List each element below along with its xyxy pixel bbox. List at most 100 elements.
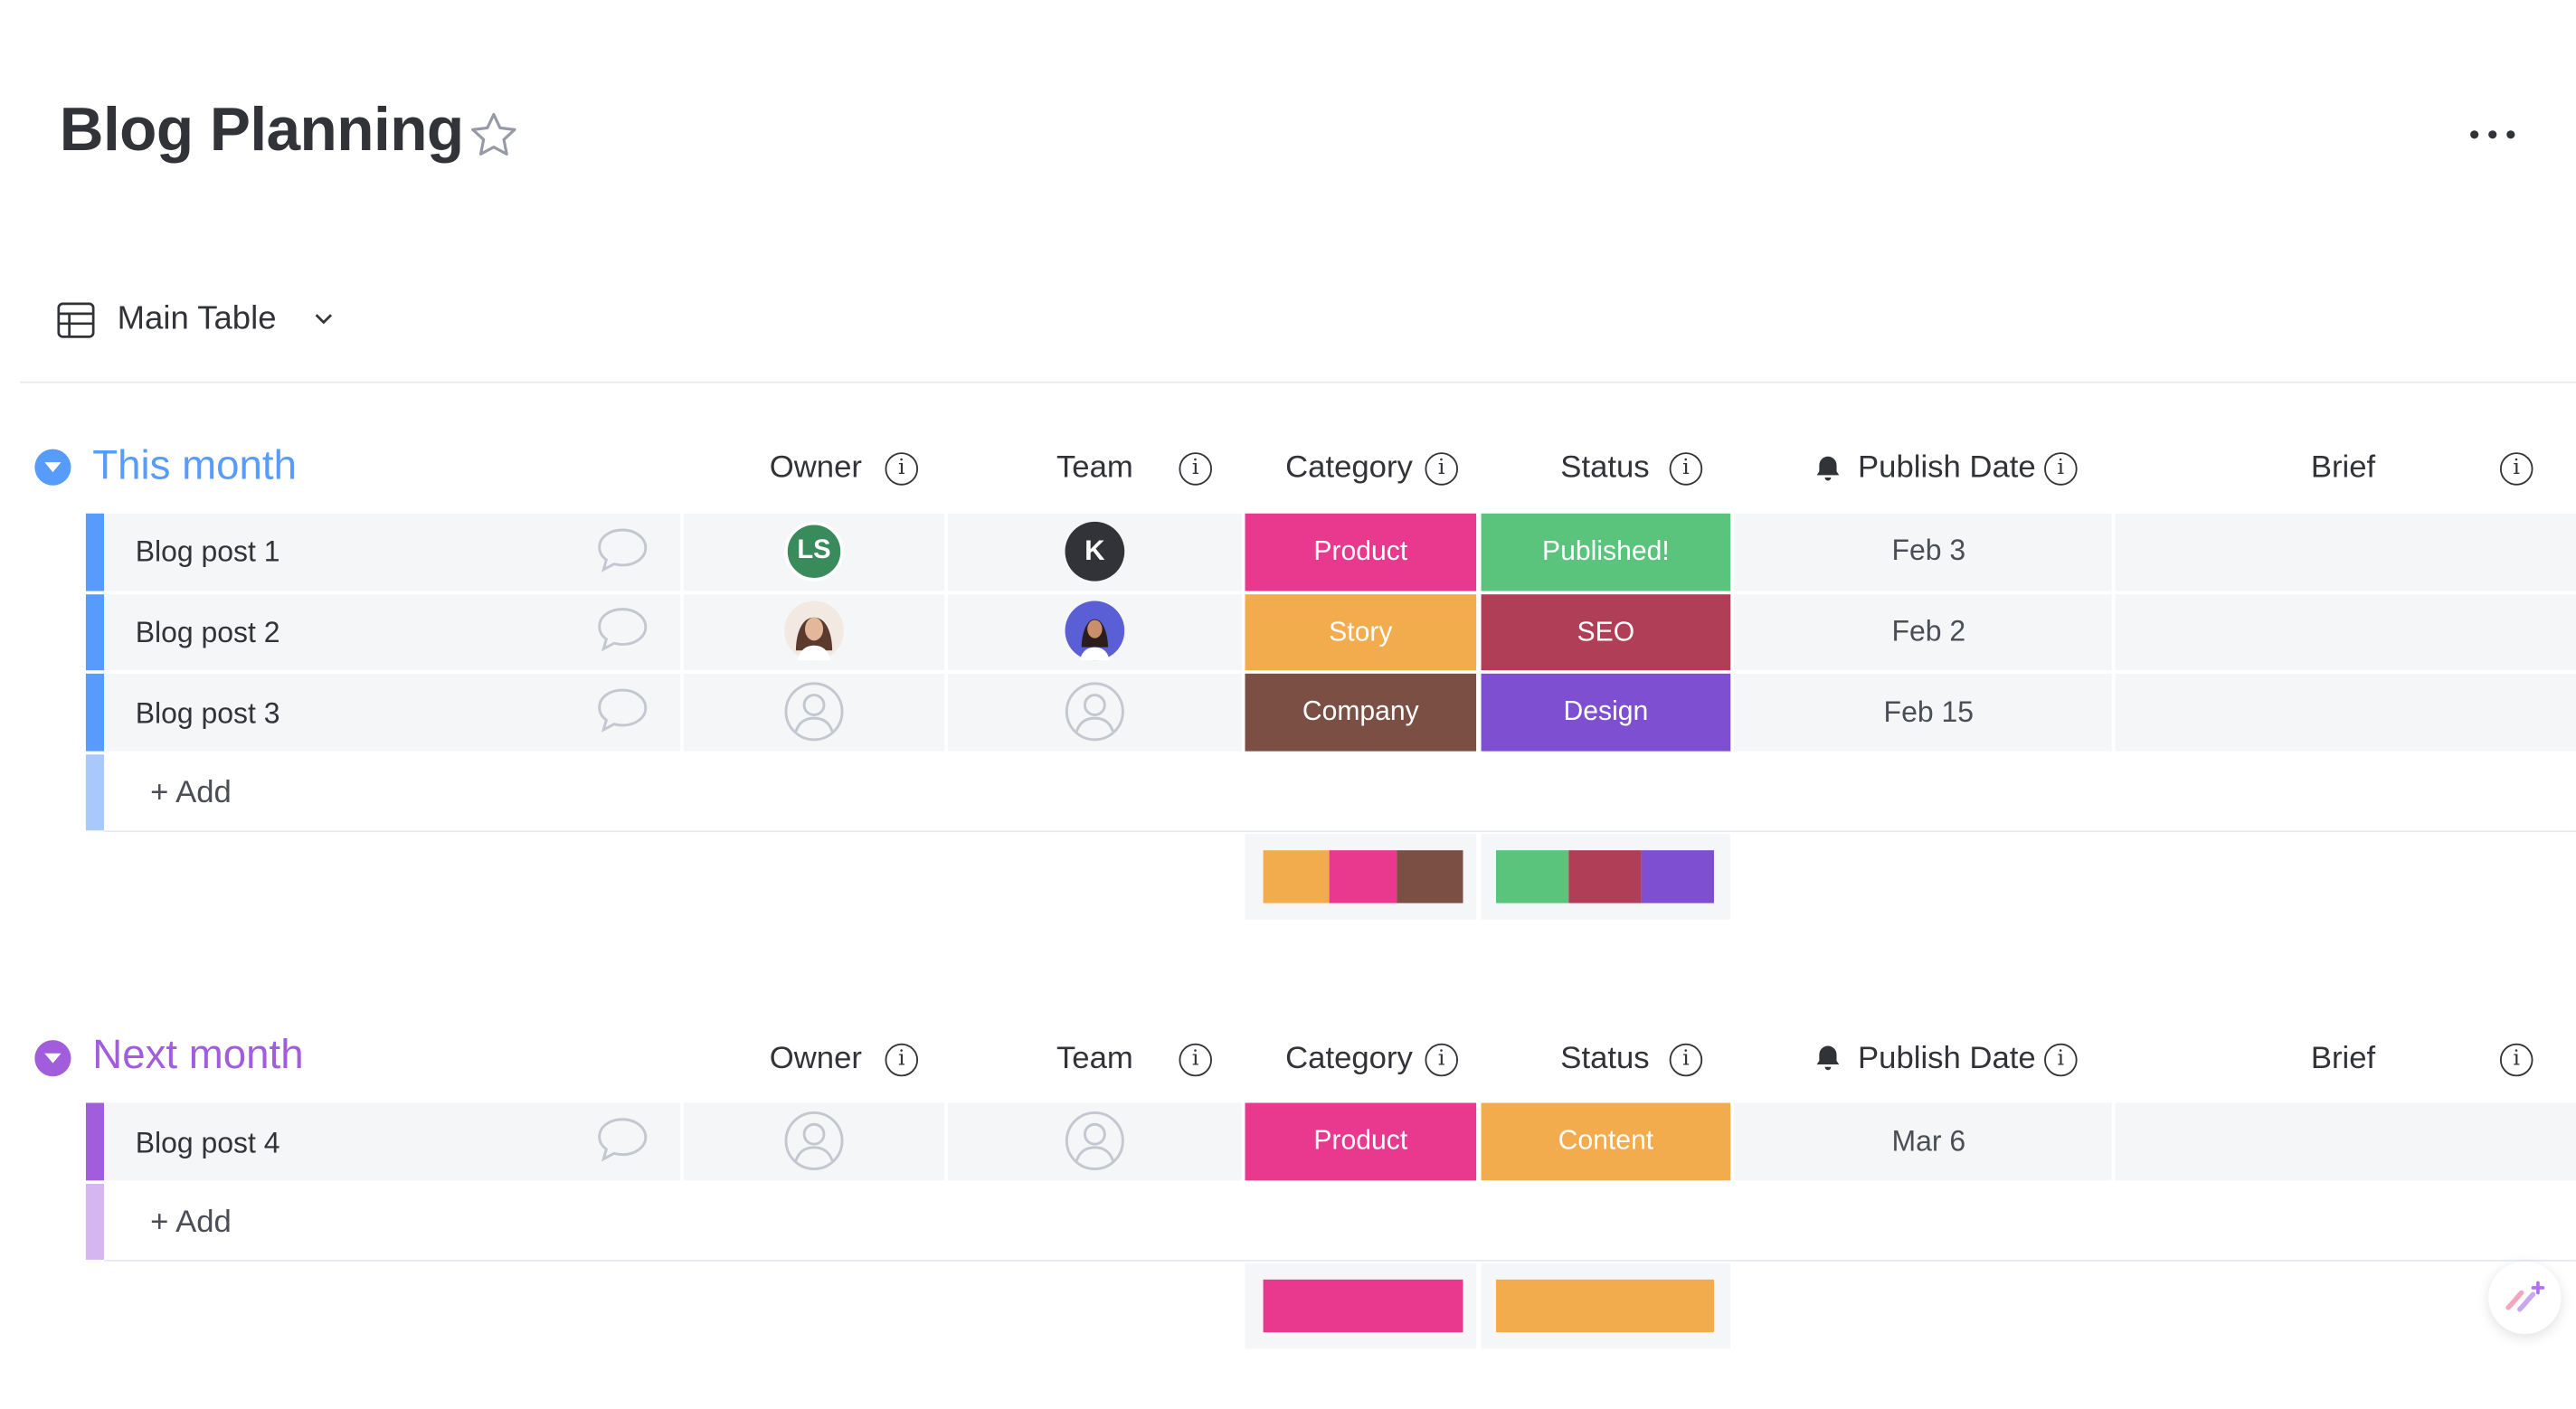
team-cell[interactable]	[947, 673, 1242, 752]
info-icon[interactable]: i	[1179, 452, 1212, 486]
status-label[interactable]: Content	[1481, 1102, 1731, 1181]
add-item-button[interactable]: + Add	[150, 1205, 232, 1241]
summary-segment	[1495, 1279, 1714, 1333]
info-icon[interactable]: i	[2044, 1043, 2078, 1077]
item-name[interactable]: Blog post 2	[135, 615, 280, 649]
info-icon[interactable]: i	[885, 1043, 919, 1077]
comment-icon[interactable]	[594, 1114, 650, 1164]
star-icon[interactable]	[468, 109, 520, 161]
summary-segment	[1263, 1279, 1463, 1333]
add-item-field[interactable]	[104, 1184, 2576, 1262]
column-header-owner[interactable]: Owner	[769, 1041, 862, 1077]
summary-segment	[1495, 850, 1569, 903]
board-title[interactable]: Blog Planning	[59, 95, 464, 164]
info-icon[interactable]: i	[1669, 452, 1703, 486]
column-header-publish-date[interactable]: Publish Date	[1858, 1041, 2036, 1077]
add-item-field[interactable]	[104, 754, 2576, 833]
column-header-status[interactable]: Status	[1560, 1041, 1650, 1077]
category-label[interactable]: Story	[1245, 594, 1477, 671]
column-header-brief[interactable]: Brief	[2310, 1041, 2376, 1077]
person-placeholder-icon[interactable]	[1065, 682, 1125, 742]
info-icon[interactable]: i	[2044, 452, 2078, 486]
column-header-category[interactable]: Category	[1285, 450, 1413, 486]
publish-date[interactable]: Feb 15	[1883, 695, 1975, 729]
category-label[interactable]: Product	[1245, 513, 1477, 591]
status-summary-bar	[1495, 1279, 1714, 1333]
group-title[interactable]: This month	[92, 442, 298, 489]
publish-date-cell[interactable]	[1733, 673, 2112, 752]
publish-date[interactable]: Feb 3	[1891, 533, 1966, 567]
avatar[interactable]: K	[1065, 521, 1125, 582]
avatar[interactable]: LS	[784, 521, 844, 582]
summary-segment	[1568, 850, 1642, 903]
column-header-status[interactable]: Status	[1560, 450, 1650, 486]
item-name-cell[interactable]	[104, 673, 681, 752]
item-name[interactable]: Blog post 1	[135, 534, 280, 569]
status-label[interactable]: Design	[1481, 673, 1731, 752]
team-cell[interactable]	[947, 1102, 1242, 1181]
category-label[interactable]: Product	[1245, 1102, 1477, 1181]
group-collapse-icon[interactable]	[34, 449, 71, 486]
publish-date-cell[interactable]	[1733, 1102, 2112, 1181]
person-placeholder-icon[interactable]	[784, 1111, 844, 1171]
avatar[interactable]	[1065, 600, 1125, 661]
info-icon[interactable]: i	[1425, 452, 1459, 486]
group-color-bar	[85, 594, 105, 671]
item-name-cell[interactable]	[104, 1102, 681, 1181]
publish-date-cell[interactable]	[1733, 513, 2112, 591]
item-name-cell[interactable]	[104, 513, 681, 591]
brief-cell[interactable]	[2115, 1102, 2576, 1181]
brief-cell[interactable]	[2115, 513, 2576, 591]
column-header-team[interactable]: Team	[1056, 1041, 1133, 1077]
avatar[interactable]	[784, 600, 844, 661]
add-item-button[interactable]: + Add	[150, 776, 232, 811]
item-name[interactable]: Blog post 4	[135, 1126, 280, 1159]
owner-cell[interactable]	[683, 1102, 945, 1181]
comment-icon[interactable]	[594, 525, 650, 575]
ai-assistant-button[interactable]	[2488, 1261, 2562, 1335]
publish-date[interactable]: Mar 6	[1891, 1124, 1966, 1158]
view-tab-main-table[interactable]: Main Table	[117, 300, 277, 337]
status-label[interactable]: Published!	[1481, 513, 1731, 591]
info-icon[interactable]: i	[1179, 1043, 1212, 1077]
publish-date[interactable]: Feb 2	[1891, 614, 1966, 648]
column-header-category[interactable]: Category	[1285, 1041, 1413, 1077]
brief-cell[interactable]	[2115, 594, 2576, 671]
group-color-bar	[85, 754, 105, 831]
group-color-bar	[85, 513, 105, 591]
more-options-icon[interactable]	[2457, 112, 2529, 155]
status-label[interactable]: SEO	[1481, 594, 1731, 671]
column-header-team[interactable]: Team	[1056, 450, 1133, 486]
category-label[interactable]: Company	[1245, 673, 1477, 752]
info-icon[interactable]: i	[885, 452, 919, 486]
owner-cell[interactable]	[683, 673, 945, 752]
group-title[interactable]: Next month	[92, 1032, 304, 1079]
status-summary-bar	[1495, 850, 1714, 903]
bell-icon	[1816, 456, 1840, 481]
item-name-cell[interactable]	[104, 594, 681, 671]
brief-cell[interactable]	[2115, 673, 2576, 752]
summary-segment	[1396, 850, 1463, 903]
category-summary-bar	[1263, 1279, 1463, 1333]
info-icon[interactable]: i	[2499, 1043, 2533, 1077]
info-icon[interactable]: i	[2499, 452, 2533, 486]
comment-icon[interactable]	[594, 604, 650, 654]
divider	[19, 381, 2576, 383]
summary-segment	[1263, 850, 1331, 903]
info-icon[interactable]: i	[1669, 1043, 1703, 1077]
column-header-publish-date[interactable]: Publish Date	[1858, 450, 2036, 486]
group-collapse-icon[interactable]	[34, 1040, 71, 1077]
column-header-brief[interactable]: Brief	[2310, 450, 2376, 486]
info-icon[interactable]: i	[1425, 1043, 1459, 1077]
chevron-down-icon[interactable]	[308, 304, 338, 334]
summary-segment	[1641, 850, 1714, 903]
comment-icon[interactable]	[594, 686, 650, 735]
publish-date-cell[interactable]	[1733, 594, 2112, 671]
person-placeholder-icon[interactable]	[784, 682, 844, 742]
group-color-bar	[85, 1102, 105, 1181]
column-header-owner[interactable]: Owner	[769, 450, 862, 486]
table-view-icon	[57, 302, 95, 338]
person-placeholder-icon[interactable]	[1065, 1111, 1125, 1171]
bell-icon	[1816, 1045, 1840, 1071]
item-name[interactable]: Blog post 3	[135, 696, 280, 730]
